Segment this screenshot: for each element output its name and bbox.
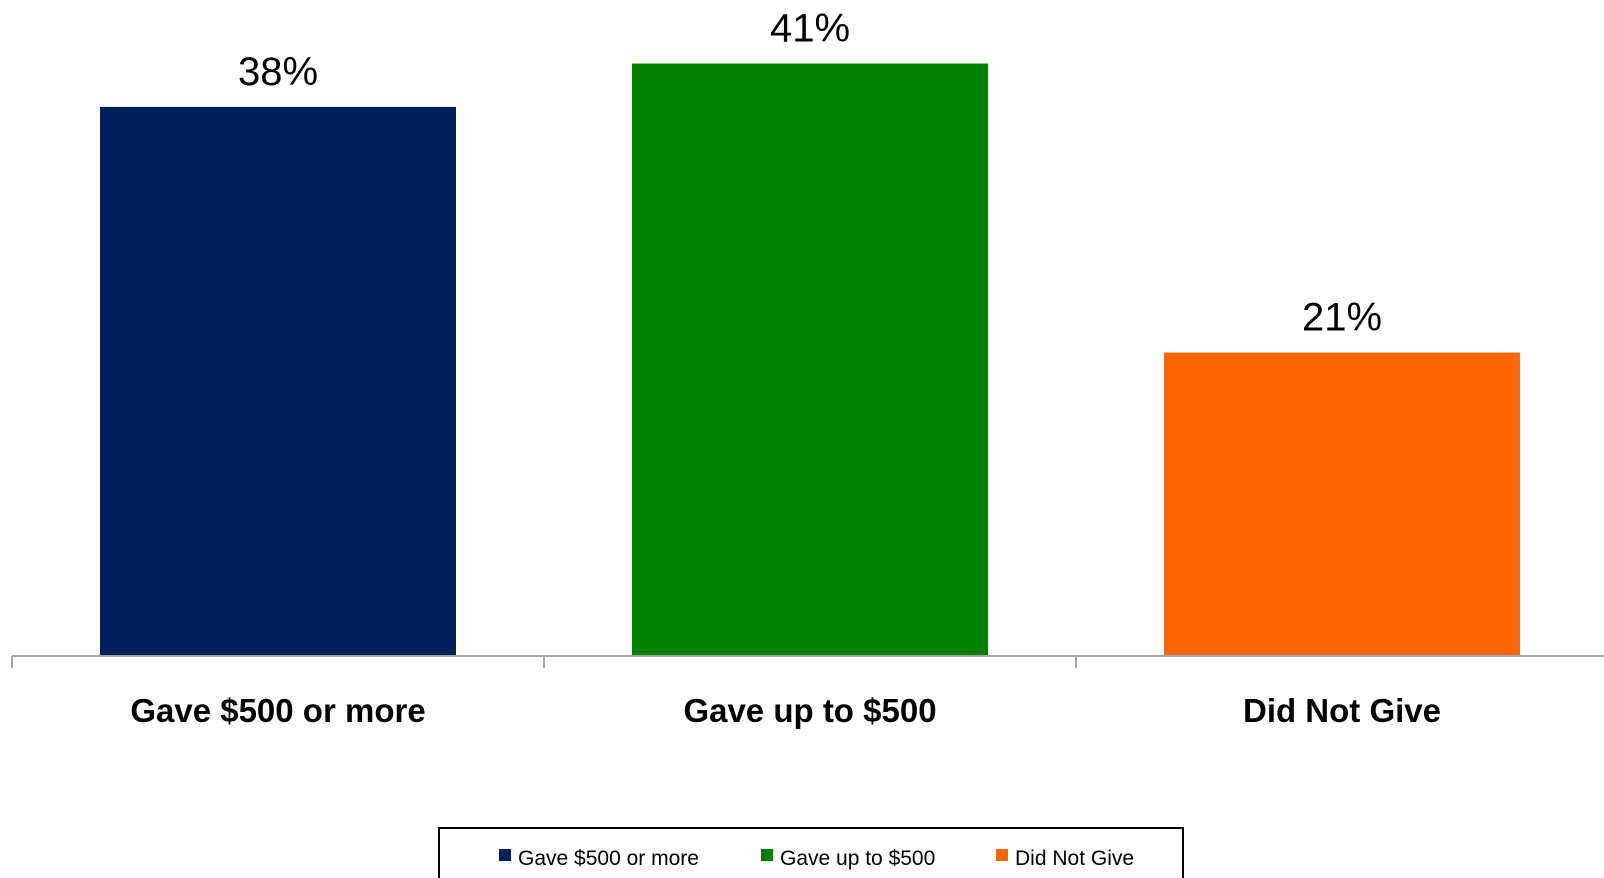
legend-box <box>438 827 1184 878</box>
data-label-did-not-give: 21% <box>1302 296 1382 340</box>
bar-gave-500-or-more <box>100 106 456 656</box>
legend-label-gave-up-to-500: Gave up to $500 <box>780 847 935 870</box>
category-label-gave-500-or-more: Gave $500 or more <box>130 692 425 729</box>
data-label-gave-up-to-500: 41% <box>770 7 850 51</box>
x-axis-ticks <box>11 656 1077 668</box>
legend: Gave $500 or more Gave up to $500 Did Not … <box>438 827 1184 878</box>
category-labels-group: Gave $500 or more Gave up to $500 Did Not … <box>130 692 1441 729</box>
legend-label-did-not-give: Did Not Give <box>1015 847 1134 870</box>
category-label-gave-up-to-500: Gave up to $500 <box>683 692 936 729</box>
legend-swatch-gave-up-to-500 <box>761 849 773 861</box>
data-labels-group: 38% 41% 21% <box>238 7 1382 340</box>
bar-did-not-give <box>1164 352 1520 656</box>
category-label-did-not-give: Did Not Give <box>1243 692 1441 729</box>
legend-items: Gave $500 or more Gave up to $500 Did Not … <box>499 847 1134 870</box>
bar-gave-up-to-500 <box>632 63 988 657</box>
legend-label-gave-500-or-more: Gave $500 or more <box>518 847 699 870</box>
data-label-gave-500-or-more: 38% <box>238 50 318 94</box>
bars-group <box>100 63 1520 657</box>
legend-swatch-did-not-give <box>996 849 1008 861</box>
legend-swatch-gave-500-or-more <box>499 849 511 861</box>
